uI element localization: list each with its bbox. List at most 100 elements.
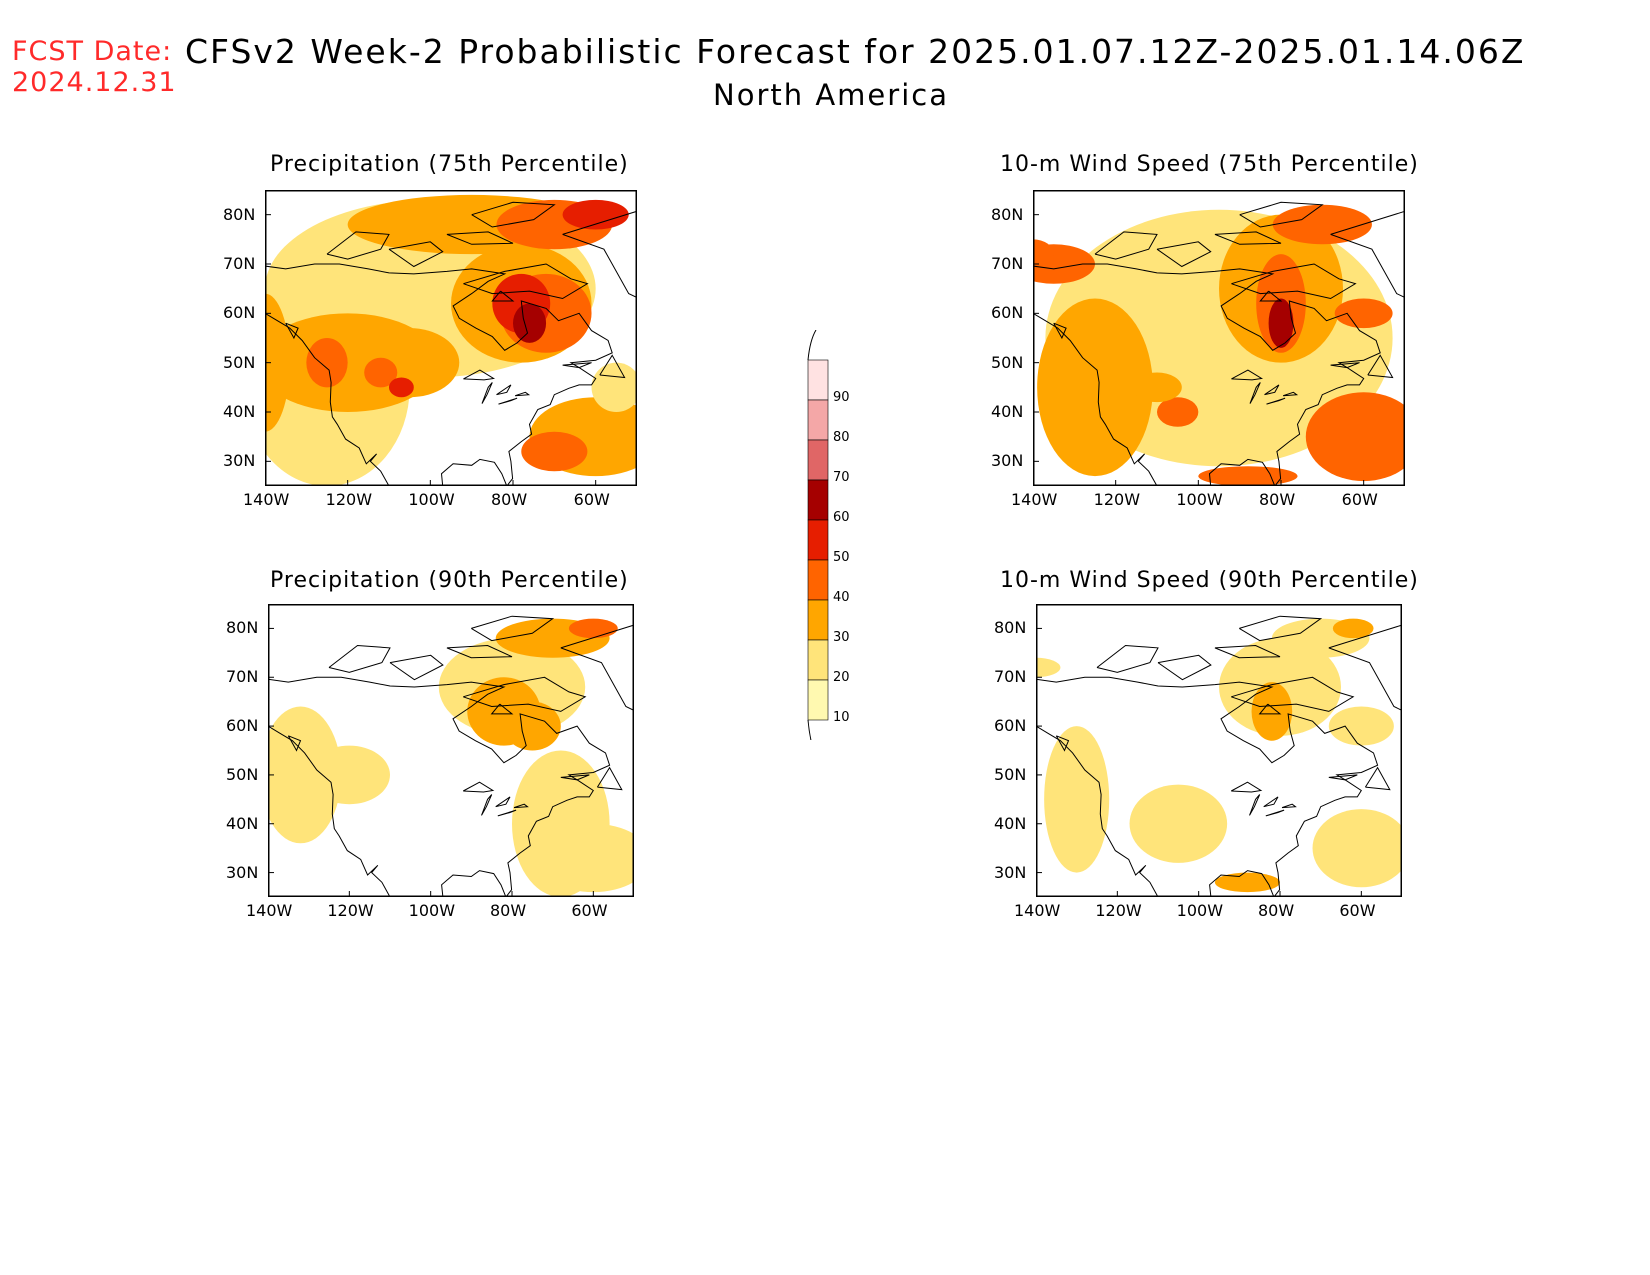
colorbar-bottom-end: [807, 719, 812, 740]
contour-fill: [1312, 809, 1402, 888]
lon-tick-label: 100W: [1176, 490, 1223, 509]
lat-tick-label: 50N: [994, 764, 1027, 784]
lat-tick-label: 70N: [994, 667, 1027, 687]
lat-tick-label: 80N: [991, 204, 1024, 224]
coastline: [496, 384, 512, 396]
coastline: [1231, 369, 1264, 381]
map-precip-90: [268, 604, 634, 897]
lon-tick-label: 120W: [1095, 901, 1142, 920]
colorbar-top-end: [807, 330, 817, 361]
colorbar: [807, 330, 829, 740]
coastline: [497, 809, 517, 817]
coastline: [490, 703, 514, 715]
contour-fill: [364, 357, 398, 388]
coastline: [463, 676, 587, 712]
coastline: [463, 369, 496, 381]
coastline: [513, 803, 529, 809]
coastline: [1282, 391, 1299, 397]
coastline: [1094, 231, 1158, 260]
contour-fill: [1036, 657, 1061, 678]
colorbar-swatch: [807, 439, 829, 481]
contour-fill: [1251, 682, 1293, 741]
panel-title-precip-90: Precipitation (90th Percentile): [270, 568, 629, 593]
coastline: [1239, 615, 1323, 642]
panel-title-wind-90: 10-m Wind Speed (90th Percentile): [1000, 568, 1419, 593]
coastline: [1281, 803, 1297, 809]
coastline: [328, 644, 391, 673]
coastline: [1266, 397, 1286, 405]
lon-tick-label: 80W: [490, 901, 527, 920]
lon-tick-label: 140W: [1014, 901, 1061, 920]
contour-fill: [1198, 466, 1298, 486]
contour-fill: [1132, 372, 1182, 403]
lon-tick-label: 120W: [325, 490, 373, 509]
map-frame: [265, 190, 637, 486]
coastline: [562, 362, 592, 369]
contour-fill: [1044, 726, 1110, 873]
lat-tick-label: 80N: [994, 618, 1027, 638]
colorbar-swatch: [807, 599, 829, 641]
lat-tick-label: 40N: [991, 402, 1024, 421]
lon-tick-label: 80W: [1259, 490, 1296, 509]
coastline: [481, 794, 493, 816]
coastline: [1367, 354, 1394, 379]
lat-tick-label: 50N: [991, 352, 1024, 372]
coastline: [1214, 644, 1281, 659]
coastline: [287, 735, 302, 752]
lat-tick-label: 30N: [991, 451, 1024, 471]
coastline: [1231, 263, 1357, 300]
lon-tick-label: 100W: [408, 490, 455, 509]
coastline: [495, 796, 511, 808]
contour-fill: [536, 823, 634, 893]
coastline: [1249, 382, 1261, 404]
coastline: [268, 725, 391, 897]
lat-tick-label: 60N: [991, 303, 1024, 323]
colorbar-swatch: [807, 359, 829, 401]
colorbar-swatch: [807, 639, 829, 681]
colorbar-level-label: 50: [833, 550, 850, 565]
lon-tick-label: 80W: [1258, 901, 1295, 920]
map-frame: [1033, 190, 1405, 486]
lat-tick-label: 40N: [223, 402, 256, 421]
contour-fill: [1334, 298, 1393, 329]
coastline: [1033, 312, 1158, 486]
contour-fill: [1033, 239, 1054, 269]
contour-fill: [562, 199, 629, 230]
contour-fill: [1157, 397, 1199, 427]
colorbar-level-label: 10: [833, 710, 850, 725]
contour-fill: [1318, 412, 1393, 462]
coastline: [388, 241, 444, 268]
coastline: [1259, 290, 1283, 302]
colorbar-level-label: 90: [833, 390, 850, 405]
lat-tick-label: 60N: [223, 303, 256, 323]
coastline: [1036, 725, 1159, 897]
coastline: [1328, 774, 1358, 781]
coastline: [1157, 654, 1212, 681]
contour-fill: [1328, 706, 1394, 746]
contour-fill: [306, 338, 348, 388]
contour-fill: [1037, 298, 1153, 477]
coastline: [560, 624, 634, 711]
coastline: [1036, 676, 1379, 897]
contour-fill: [1268, 298, 1294, 348]
coastline: [1230, 781, 1263, 793]
fcst-date-caption: FCST Date:: [12, 36, 173, 67]
contour-fill: [513, 303, 547, 343]
page-subtitle: North America: [713, 78, 949, 112]
map-wind-75: [1033, 190, 1405, 486]
colorbar-level-label: 80: [833, 430, 850, 445]
lat-tick-label: 50N: [223, 352, 256, 372]
coastline: [471, 201, 556, 228]
coastline: [1258, 703, 1282, 715]
lat-tick-label: 30N: [223, 451, 256, 471]
colorbar-swatch: [807, 399, 829, 441]
colorbar-level-label: 30: [833, 630, 850, 645]
contour-fill: [1272, 204, 1372, 245]
coastline: [268, 676, 611, 897]
lon-tick-label: 100W: [408, 901, 456, 920]
lon-tick-label: 140W: [243, 490, 290, 509]
coastline: [1263, 796, 1279, 808]
coastline: [326, 231, 390, 260]
coastline: [599, 354, 626, 379]
colorbar-level-label: 70: [833, 470, 850, 485]
